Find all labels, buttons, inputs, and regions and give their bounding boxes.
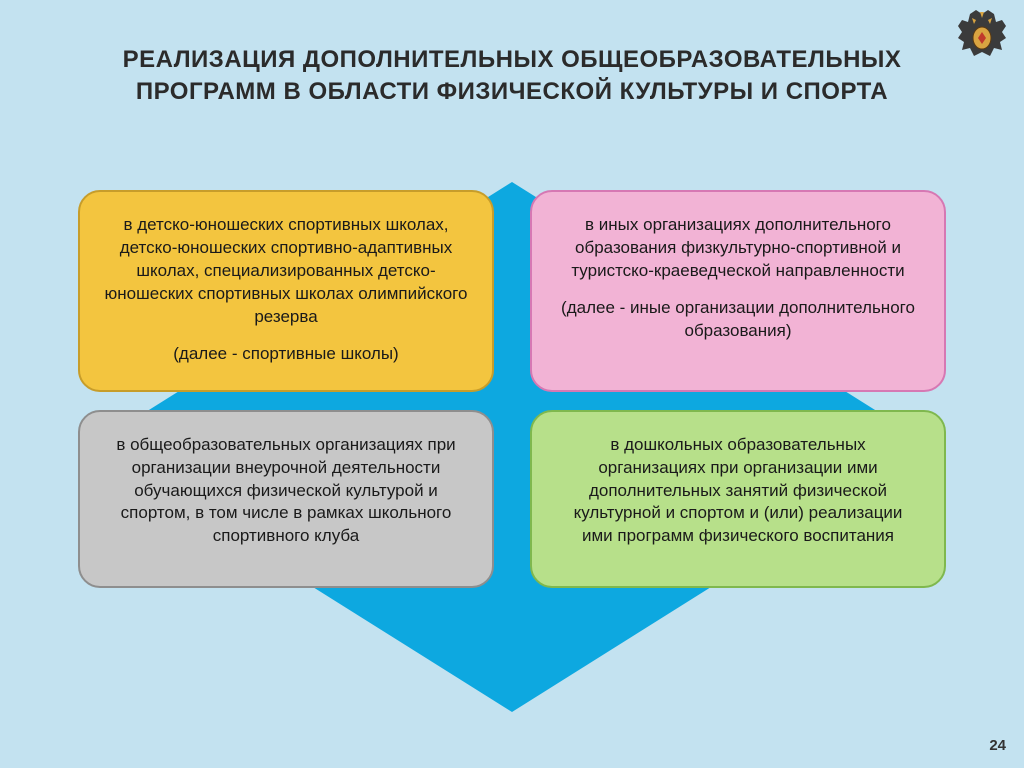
card-text: в детско-юношеских спортивных школах, де… xyxy=(104,214,468,329)
cards-grid: в детско-юношеских спортивных школах, де… xyxy=(78,190,946,588)
card-text: в дошкольных образовательных организация… xyxy=(556,434,920,549)
coat-of-arms-icon xyxy=(952,8,1012,62)
card-subtext: (далее - спортивные школы) xyxy=(104,343,468,366)
card-general-edu: в общеобразовательных организациях при о… xyxy=(78,410,494,589)
card-text: в общеобразовательных организациях при о… xyxy=(104,434,468,549)
card-preschool: в дошкольных образовательных организация… xyxy=(530,410,946,589)
page-number: 24 xyxy=(989,737,1006,754)
card-subtext: (далее - иные организации дополнительног… xyxy=(556,297,920,343)
card-other-orgs: в иных организациях дополнительного обра… xyxy=(530,190,946,392)
page-title: РЕАЛИЗАЦИЯ ДОПОЛНИТЕЛЬНЫХ ОБЩЕОБРАЗОВАТЕ… xyxy=(80,44,944,109)
card-text: в иных организациях дополнительного обра… xyxy=(556,214,920,283)
card-sport-schools: в детско-юношеских спортивных школах, де… xyxy=(78,190,494,392)
